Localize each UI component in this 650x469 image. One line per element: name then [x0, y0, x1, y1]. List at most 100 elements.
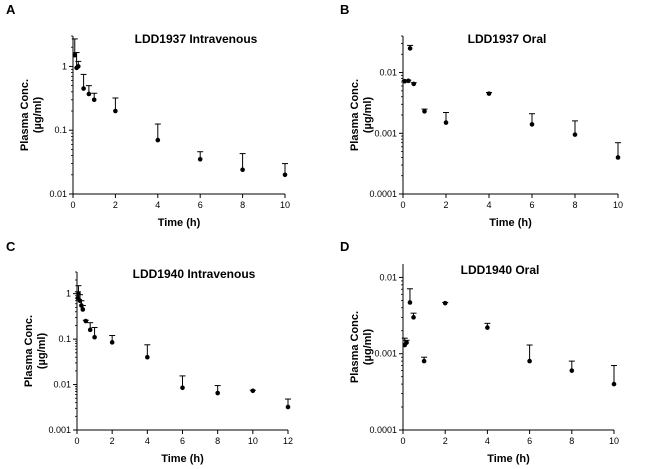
- data-point: [485, 325, 490, 330]
- x-tick-label: 6: [198, 200, 203, 210]
- y-tick-label: 0.0001: [369, 425, 397, 435]
- panel-b: B LDD1937 Oral 0 2 4 6 8 10 0.0001 0.001 0.01 Time …: [340, 2, 623, 229]
- chart-title: LDD1937 Intravenous: [135, 32, 258, 46]
- data-point: [109, 340, 115, 345]
- chart-title: LDD1937 Oral: [468, 32, 547, 46]
- x-axis-label: Time (h): [158, 217, 201, 229]
- data-point: [421, 358, 427, 364]
- data-point: [569, 368, 575, 373]
- data-point: [611, 381, 617, 387]
- y-tick-label: 0.01: [379, 272, 397, 282]
- y-axis-label-line: (µg/ml): [362, 329, 374, 366]
- x-tick-label: 0: [74, 436, 79, 446]
- panel-d: D LDD1940 Oral 0 2 4 6 8 10 0.0001 0.001 0.01 Time …: [340, 239, 619, 465]
- panel-letter: D: [340, 239, 349, 254]
- x-axis-label: Time (h): [161, 453, 204, 465]
- data-point: [197, 156, 203, 162]
- data-point: [83, 318, 89, 324]
- x-tick-label: 10: [609, 436, 619, 446]
- panel-letter: A: [6, 2, 16, 17]
- y-axis-label-line: Plasma Conc.: [349, 311, 361, 383]
- y-tick-label: 1: [62, 61, 67, 71]
- data-point: [404, 340, 409, 345]
- y-axis-label-line: (µg/ml): [36, 333, 48, 370]
- data-point: [411, 81, 417, 87]
- x-tick-label: 2: [113, 200, 118, 210]
- data-point: [92, 334, 97, 340]
- data-point: [406, 78, 411, 84]
- x-tick-label: 0: [400, 200, 405, 210]
- y-tick-label: 0.001: [374, 349, 397, 359]
- x-tick-label: 0: [400, 436, 405, 446]
- x-tick-label: 8: [240, 200, 245, 210]
- data-point: [72, 52, 78, 58]
- x-axis-label: Time (h): [487, 453, 530, 465]
- y-tick-label: 0.01: [53, 380, 71, 390]
- y-tick-label: 0.001: [374, 128, 397, 138]
- x-tick-label: 0: [70, 200, 75, 210]
- data-point: [155, 137, 161, 143]
- x-tick-label: 8: [569, 436, 574, 446]
- data-point: [529, 122, 535, 127]
- x-tick-label: 12: [283, 436, 293, 446]
- x-tick-label: 8: [572, 200, 577, 210]
- data-point: [145, 354, 150, 360]
- data-point: [443, 120, 449, 125]
- y-tick-label: 0.1: [54, 125, 67, 135]
- x-tick-label: 4: [155, 200, 160, 210]
- chart-title: LDD1940 Intravenous: [133, 267, 256, 281]
- y-axis-label-line: Plasma Conc.: [19, 79, 31, 151]
- data-point: [407, 300, 413, 305]
- y-axis-label-line: (µg/ml): [362, 97, 374, 134]
- x-axis-label: Time (h): [489, 217, 532, 229]
- y-tick-label: 0.001: [48, 425, 71, 435]
- x-tick-label: 4: [486, 200, 491, 210]
- y-tick-label: 1: [66, 289, 71, 299]
- x-tick-label: 6: [180, 436, 185, 446]
- data-point: [215, 390, 220, 396]
- data-point: [180, 385, 185, 391]
- x-tick-label: 8: [215, 436, 220, 446]
- data-point: [285, 404, 291, 410]
- data-point: [486, 91, 492, 96]
- y-axis-label-line: (µg/ml): [32, 97, 44, 134]
- data-point: [91, 97, 97, 103]
- data-point: [86, 91, 92, 97]
- panel-letter: B: [340, 2, 349, 17]
- x-tick-label: 2: [110, 436, 115, 446]
- data-point: [87, 327, 93, 333]
- data-point: [527, 358, 532, 364]
- panel-c: C LDD1940 Intravenous 0 2 4 6 8 10 12 0.001 0.01 0.…: [6, 239, 293, 465]
- data-point: [113, 108, 118, 114]
- y-tick-label: 0.1: [58, 334, 71, 344]
- panel-a: A LDD1937 Intravenous 0 2 4 6 8 10 0.01 0.1 1 Time …: [6, 2, 290, 229]
- y-axis-label: Plasma Conc.(µg/ml): [349, 79, 374, 151]
- y-axis-label: Plasma Conc.(µg/ml): [19, 79, 44, 151]
- data-point: [80, 307, 86, 312]
- y-axis-label-line: Plasma Conc.: [23, 315, 35, 387]
- data-point: [615, 155, 621, 160]
- x-tick-label: 6: [527, 436, 532, 446]
- x-tick-label: 4: [485, 436, 490, 446]
- y-axis-label: Plasma Conc.(µg/ml): [23, 315, 48, 387]
- x-tick-label: 2: [443, 200, 448, 210]
- x-tick-label: 6: [529, 200, 534, 210]
- x-tick-label: 4: [145, 436, 150, 446]
- y-tick-label: 0.01: [379, 68, 397, 78]
- x-tick-label: 2: [443, 436, 448, 446]
- y-tick-label: 0.01: [49, 189, 67, 199]
- y-axis-label: Plasma Conc.(µg/ml): [349, 311, 374, 383]
- data-point: [407, 46, 413, 51]
- data-point: [282, 172, 288, 178]
- chart-title: LDD1940 Oral: [461, 263, 540, 277]
- x-tick-label: 10: [280, 200, 290, 210]
- data-point: [250, 388, 256, 394]
- data-point: [81, 86, 86, 91]
- x-tick-label: 10: [248, 436, 258, 446]
- data-point: [422, 109, 427, 114]
- y-axis-label-line: Plasma Conc.: [349, 79, 361, 151]
- data-point: [240, 167, 245, 173]
- data-point: [76, 64, 81, 69]
- x-tick-label: 10: [613, 200, 623, 210]
- y-tick-label: 0.0001: [369, 189, 397, 199]
